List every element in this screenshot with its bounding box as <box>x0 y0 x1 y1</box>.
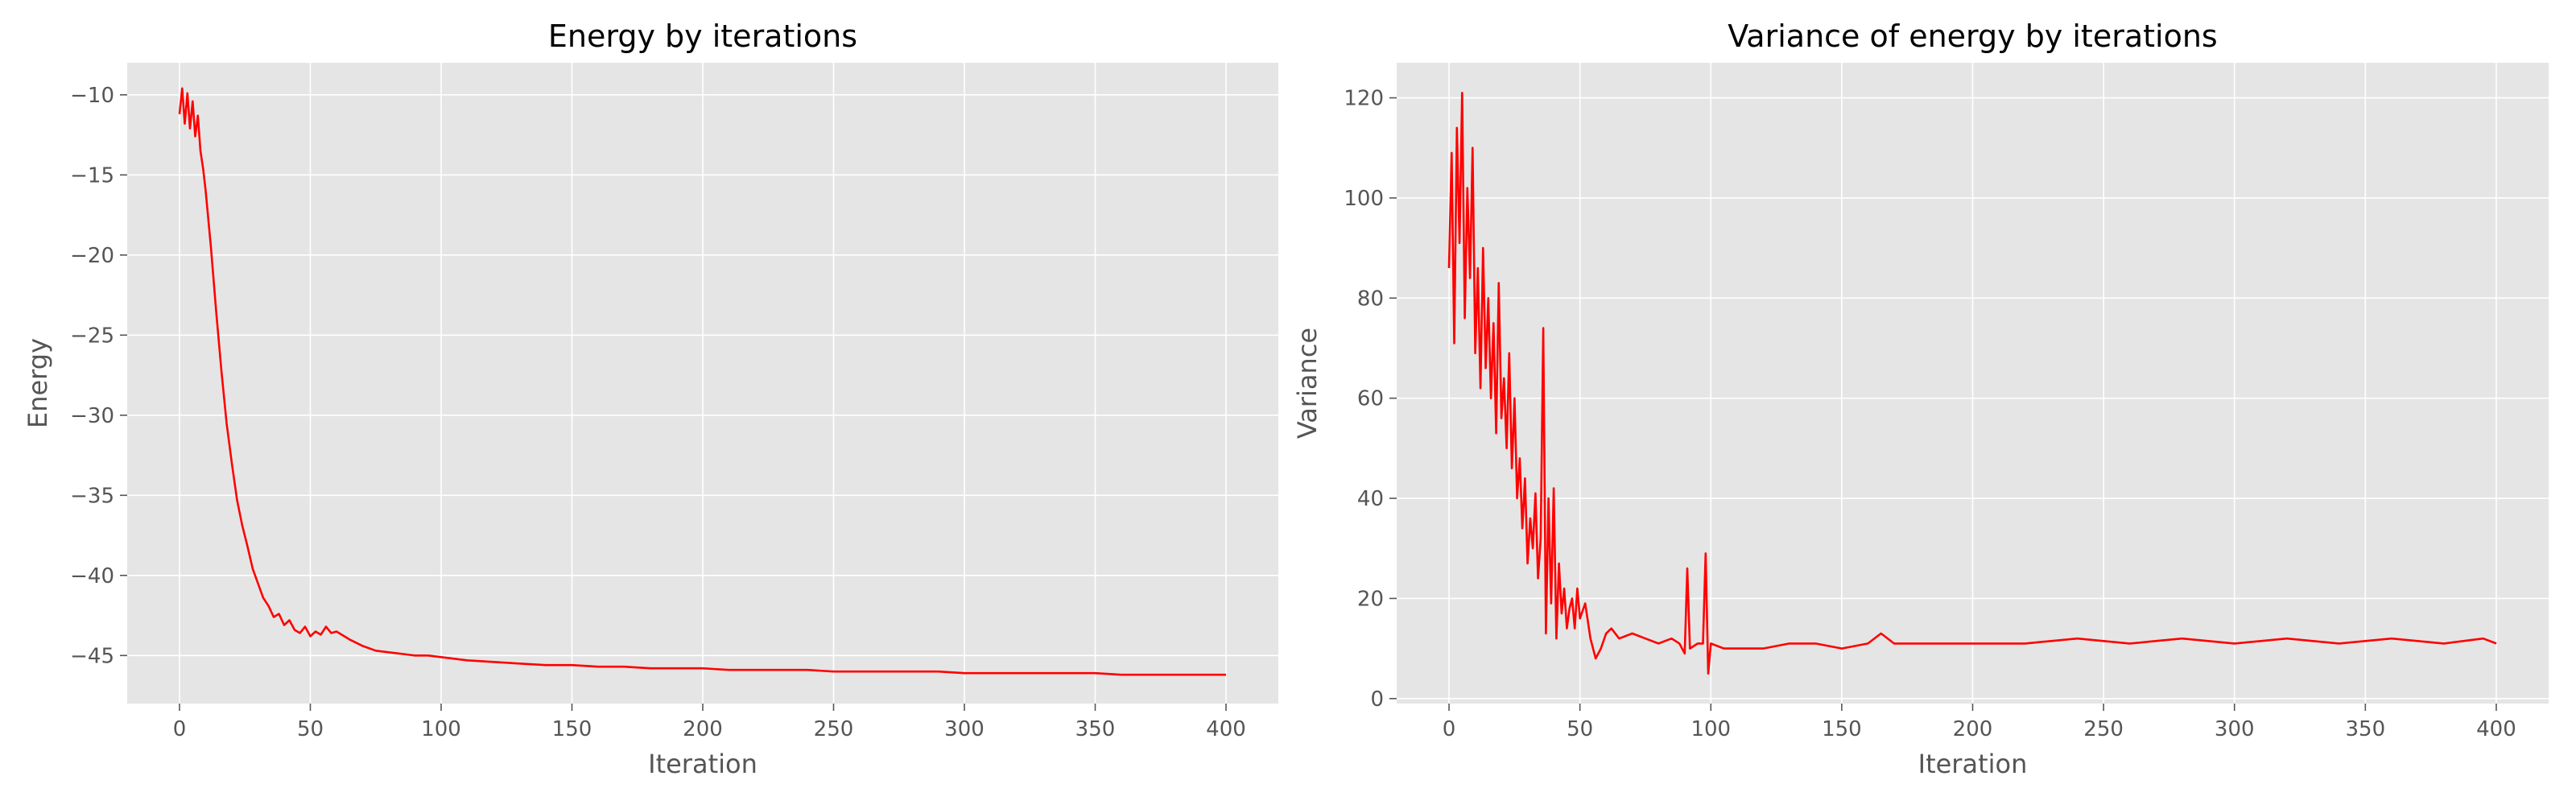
energy-chart-xlabel: Iteration <box>648 749 758 779</box>
energy-y-tick-label: −10 <box>70 84 114 108</box>
variance-chart: 0 50 100 150 200 250 300 350 400020406080100120 … <box>1292 19 2549 779</box>
energy-y-tick-label: −40 <box>70 564 114 588</box>
variance-x-tick-label: 50 <box>1567 717 1593 741</box>
variance-x-tick-label: 0 <box>1443 717 1456 741</box>
variance-chart-title: Variance of energy by iterations <box>1728 19 2217 54</box>
variance-y-tick-label: 80 <box>1357 287 1384 311</box>
energy-chart: 0 50 100 150 200 250 300 350 400 −45 −40 −35 −30 −25 −… <box>23 19 1278 779</box>
energy-chart-ylabel: Energy <box>23 338 53 428</box>
energy-x-tick-label: 350 <box>1075 717 1116 741</box>
energy-x-tick-label: 0 <box>173 717 187 741</box>
energy-series-line <box>178 87 1226 676</box>
variance-y-tick-label: 40 <box>1357 487 1384 511</box>
variance-chart-ylabel: Variance <box>1292 328 1323 439</box>
variance-y-tick-label: 60 <box>1357 387 1384 411</box>
energy-x-tick-label: 400 <box>1206 717 1246 741</box>
variance-x-tick-label: 350 <box>2346 717 2386 741</box>
energy-x-tick-label: 150 <box>552 717 592 741</box>
energy-y-tick-label: −20 <box>70 244 114 268</box>
variance-series-line <box>1447 92 2497 675</box>
variance-x-tick-label: 150 <box>1822 717 1862 741</box>
energy-y-tick-label: −30 <box>70 404 114 428</box>
energy-x-tick-label: 300 <box>944 717 985 741</box>
variance-x-tick-label: 250 <box>2083 717 2124 741</box>
energy-y-tick-label: −35 <box>70 484 114 508</box>
energy-y-tick-label: −45 <box>70 644 114 668</box>
energy-x-tick-label: 100 <box>421 717 461 741</box>
energy-y-tick-label: −25 <box>70 324 114 348</box>
variance-y-tick-label: 20 <box>1357 587 1384 611</box>
variance-x-tick-label: 100 <box>1690 717 1731 741</box>
variance-y-tick-label: 120 <box>1344 87 1384 111</box>
variance-x-tick-label: 400 <box>2476 717 2516 741</box>
energy-x-tick-label: 200 <box>683 717 723 741</box>
variance-y-tick-label: 100 <box>1344 187 1384 211</box>
energy-x-tick-label: 50 <box>297 717 324 741</box>
variance-chart-xlabel: Iteration <box>1918 749 2028 779</box>
energy-x-tick-label: 250 <box>814 717 854 741</box>
variance-y-tick-label: 0 <box>1370 687 1384 712</box>
energy-y-tick-label: −15 <box>70 163 114 188</box>
variance-x-tick-label: 300 <box>2215 717 2255 741</box>
energy-chart-title: Energy by iterations <box>548 19 857 54</box>
variance-x-tick-label: 200 <box>1953 717 1993 741</box>
